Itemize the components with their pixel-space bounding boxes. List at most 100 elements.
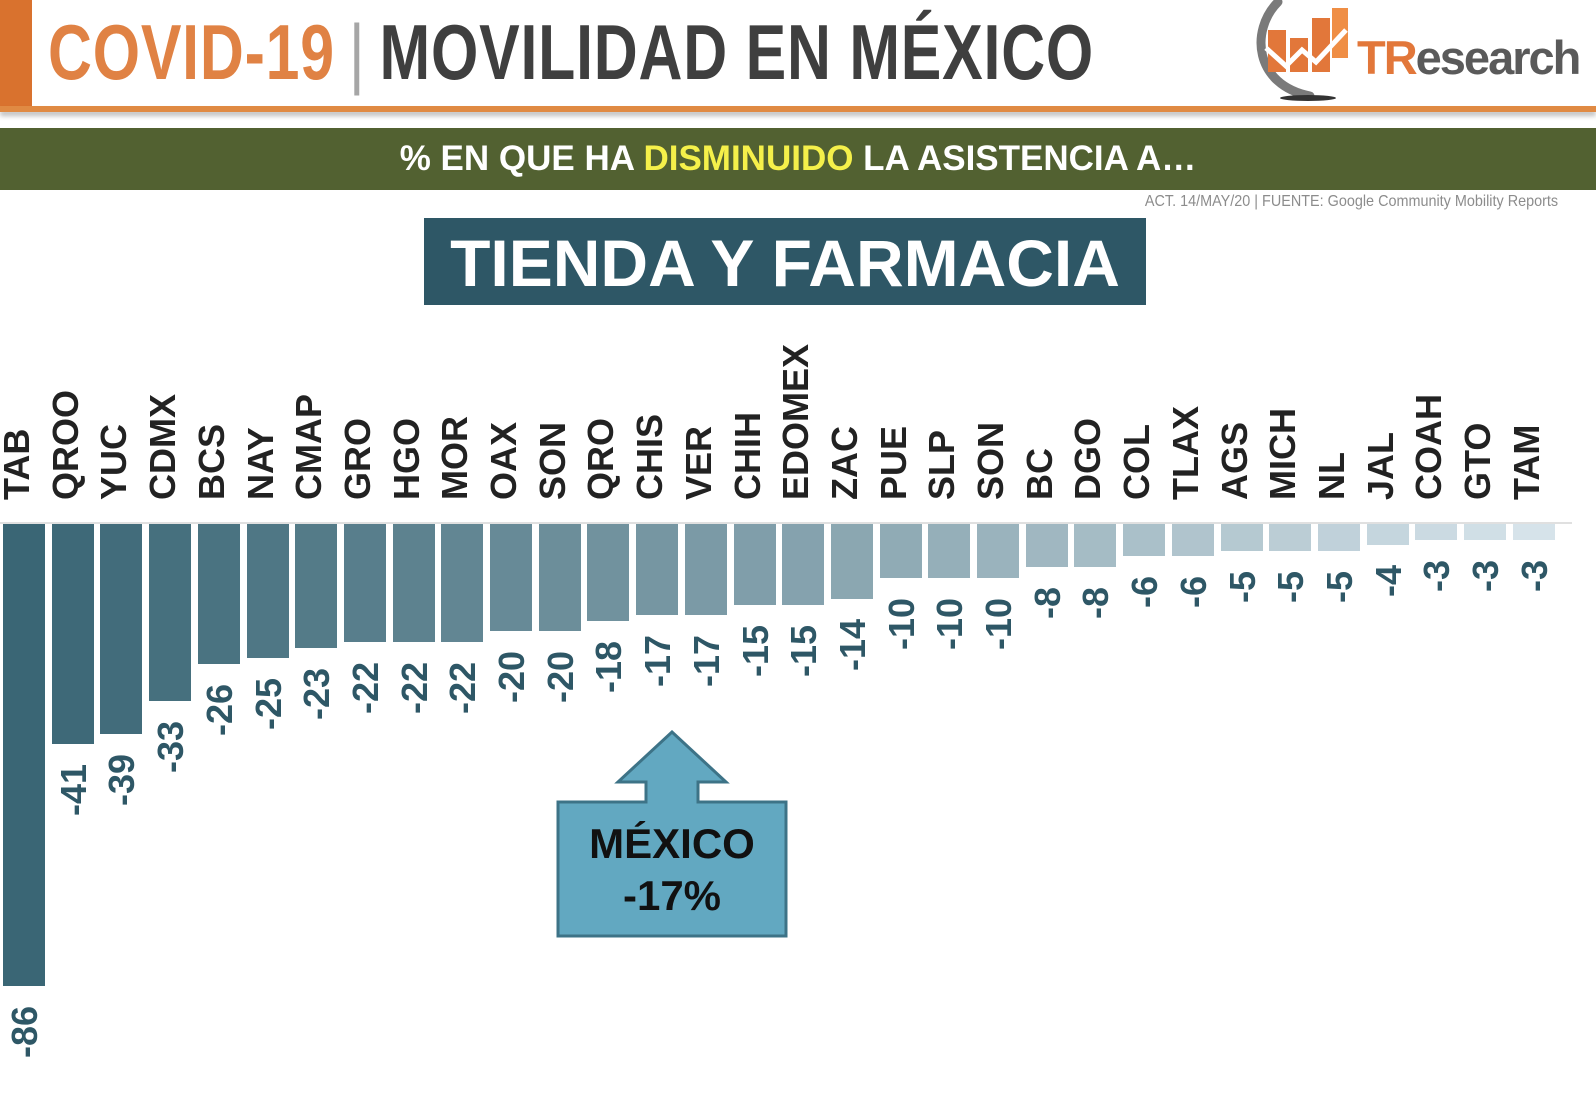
bar-yuc — [100, 524, 143, 734]
bar-oax — [490, 524, 532, 632]
value-label-text: -20 — [491, 651, 532, 704]
category-label-text: COL — [1116, 424, 1158, 500]
value-label-text: -15 — [734, 624, 776, 677]
category-label-text: HGO — [385, 417, 427, 500]
value-label-text: -17 — [685, 635, 727, 688]
value-label-text: -15 — [783, 624, 825, 677]
value-label-text: -5 — [1270, 570, 1312, 603]
bar-cdmx — [149, 524, 192, 702]
category-label-text: TAB — [0, 428, 37, 500]
category-label-text: QRO — [580, 417, 622, 500]
category-label-text: AGS — [1213, 421, 1255, 500]
value-label-text: -10 — [929, 597, 971, 650]
value-label-text: -4 — [1367, 565, 1409, 598]
logo-text-rest: esearch — [1415, 31, 1582, 84]
value-label-text: -20 — [539, 651, 581, 704]
bar-jal — [1366, 524, 1409, 546]
mexico-callout-text: MÉXICO -17% — [556, 818, 788, 922]
subheader-bar: % EN QUE HA DISMINUIDO LA ASISTENCIA A… — [0, 128, 1596, 190]
bar-chih — [733, 524, 776, 605]
category-label-text: PUE — [872, 425, 914, 500]
value-label-text: -5 — [1318, 570, 1360, 603]
category-label-text: COAH — [1408, 394, 1450, 500]
title-covid: COVID-19 — [48, 7, 335, 96]
bar-pue — [879, 524, 922, 578]
category-label-text: YUC — [93, 423, 135, 500]
bar-slp — [928, 524, 971, 578]
category-label-text: ZAC — [823, 426, 865, 500]
bar-bc — [1025, 524, 1068, 567]
bar-ags — [1220, 524, 1263, 551]
category-label-text: TAM — [1505, 424, 1547, 500]
category-label-text: DGO — [1067, 417, 1109, 500]
bar-edomex — [782, 524, 825, 605]
bar-chart-arrow-logo-icon — [1256, 0, 1348, 101]
category-label-text: NL — [1310, 452, 1352, 500]
title-movilidad: MOVILIDAD EN MÉXICO — [379, 7, 1095, 96]
value-label-text: -22 — [344, 662, 386, 715]
value-label-text: -18 — [588, 640, 630, 693]
value-label-text: -22 — [442, 662, 484, 715]
bar-bcs — [197, 524, 240, 664]
category-label-text: SON — [970, 421, 1011, 500]
bar-ver — [684, 524, 727, 616]
subheader-highlight: DISMINUIDO — [643, 139, 854, 178]
value-label-text: -8 — [1026, 586, 1068, 619]
bar-tam — [1512, 524, 1555, 541]
value-label-text: -5 — [1221, 570, 1263, 603]
subheader-prefix: % EN QUE HA — [399, 139, 644, 178]
callout-value: -17% — [622, 872, 722, 919]
value-label-text: -6 — [1124, 576, 1166, 609]
category-label-text: VER — [677, 425, 719, 500]
value-label-text: -10 — [978, 597, 1019, 650]
title-separator: | — [348, 7, 366, 96]
section-title: TIENDA Y FARMACIA — [424, 218, 1146, 305]
callout-label: MÉXICO — [589, 820, 755, 867]
category-label-text: BCS — [190, 423, 232, 500]
bar-zac — [830, 524, 873, 600]
bar-qroo — [51, 524, 94, 745]
category-label-text: JAL — [1359, 431, 1401, 500]
category-label-text: GRO — [336, 417, 378, 500]
bar-son — [538, 524, 581, 632]
value-label-text: -3 — [1465, 560, 1506, 593]
mexico-callout-arrow-box — [556, 730, 788, 938]
category-label-text: BC — [1018, 448, 1060, 500]
value-label-text: -3 — [1513, 560, 1555, 593]
bar-cmap — [295, 524, 338, 648]
header: COVID-19 | MOVILIDAD EN MÉXICO TResearch — [0, 0, 1596, 112]
value-label-text: -26 — [198, 683, 240, 736]
category-label-text: MICH — [1262, 408, 1304, 500]
bar-hgo — [392, 524, 435, 643]
category-label-text: TLAX — [1164, 406, 1206, 500]
value-label-text: -86 — [4, 1005, 45, 1058]
bar-nay — [246, 524, 289, 659]
category-label-text: EDOMEX — [775, 343, 817, 500]
category-label-text: GTO — [1457, 422, 1498, 500]
value-label-text: -14 — [831, 619, 873, 672]
value-label-text: -17 — [637, 635, 679, 688]
category-label-text: NAY — [239, 427, 281, 500]
tresearch-logo: TResearch — [1250, 0, 1596, 104]
chart-baseline — [0, 522, 1572, 524]
value-label-text: -22 — [393, 662, 435, 715]
category-label-text: CHIH — [726, 412, 768, 500]
category-label-text: QROO — [44, 389, 86, 500]
bar-chis — [636, 524, 679, 616]
value-label-text: -25 — [247, 678, 289, 731]
bar-tab — [3, 524, 45, 986]
value-label-text: -3 — [1416, 560, 1458, 593]
bar-mor — [441, 524, 484, 643]
value-label-text: -10 — [880, 597, 922, 650]
bar-qro — [587, 524, 630, 621]
value-label-text: -41 — [52, 764, 94, 817]
bar-tlax — [1171, 524, 1214, 557]
category-label-text: SON — [531, 421, 573, 500]
value-label-text: -6 — [1172, 576, 1214, 609]
bar-son — [977, 524, 1019, 578]
header-accent-bar — [0, 0, 32, 108]
bar-gro — [343, 524, 386, 643]
category-label-text: MOR — [434, 416, 476, 500]
logo-text: TResearch — [1357, 30, 1582, 85]
value-label-text: -23 — [296, 667, 338, 720]
